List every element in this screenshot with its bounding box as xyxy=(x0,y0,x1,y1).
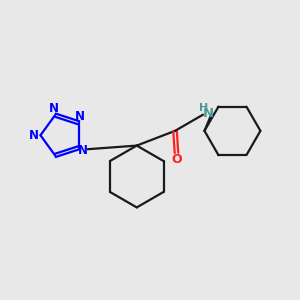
Text: N: N xyxy=(29,129,39,142)
Text: N: N xyxy=(49,102,58,115)
Text: N: N xyxy=(75,110,85,123)
Text: N: N xyxy=(203,107,214,120)
Text: O: O xyxy=(171,153,182,166)
Text: H: H xyxy=(199,103,208,113)
Polygon shape xyxy=(40,115,79,155)
Text: N: N xyxy=(78,144,88,157)
